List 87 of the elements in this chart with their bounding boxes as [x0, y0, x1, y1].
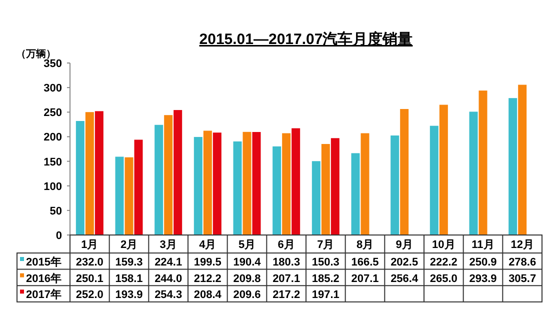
y-tick-label: 0: [56, 230, 62, 242]
data-label: 197.1: [312, 289, 340, 302]
bar: [154, 124, 164, 235]
bar: [312, 161, 320, 235]
data-label: 180.3: [272, 256, 300, 268]
legend-label: 2017年: [26, 288, 62, 302]
data-label: 293.9: [469, 272, 497, 285]
x-tick-label: 4月: [199, 239, 216, 251]
data-label: 159.3: [115, 256, 143, 268]
data-label: 244.0: [154, 272, 182, 285]
bar: [134, 140, 143, 235]
data-label: 212.2: [194, 272, 222, 285]
x-tick-label: 7月: [317, 239, 334, 251]
data-label: 256.4: [390, 272, 419, 285]
x-tick-label: 6月: [278, 239, 295, 251]
bar: [282, 133, 291, 235]
legend-label: 2016年: [26, 272, 62, 285]
y-tick-label: 200: [44, 132, 62, 144]
bar: [351, 153, 360, 235]
bar: [124, 157, 134, 235]
legend-label: 2015年: [26, 256, 62, 268]
bar: [233, 141, 242, 235]
y-tick-label: 150: [44, 156, 62, 168]
x-tick-label: 1月: [81, 239, 98, 251]
bar: [390, 135, 400, 235]
y-tick-label: 50: [50, 205, 62, 218]
bar: [478, 90, 488, 235]
bar: [321, 144, 330, 235]
bar: [174, 110, 182, 235]
data-label: 202.5: [390, 256, 418, 268]
bar: [360, 133, 370, 235]
data-label: 185.2: [312, 272, 340, 285]
bar: [164, 115, 173, 235]
data-label: 150.3: [312, 256, 340, 268]
data-label: 224.1: [154, 256, 182, 268]
y-axis-title: （万辆）: [16, 48, 56, 60]
bar: [203, 130, 212, 235]
bar: [518, 84, 527, 235]
bar: [430, 126, 438, 235]
data-label: 199.5: [194, 256, 222, 268]
data-label: 207.1: [351, 272, 379, 285]
bar: [330, 138, 340, 235]
data-label: 232.0: [76, 256, 104, 268]
y-tick-label: 250: [44, 107, 62, 120]
data-label: 222.2: [430, 256, 458, 268]
data-label: 166.5: [351, 256, 379, 268]
data-label: 193.9: [115, 289, 143, 302]
bar: [94, 111, 104, 235]
bar: [212, 132, 222, 235]
data-label: 254.3: [154, 289, 182, 302]
y-tick-label: 350: [44, 58, 62, 70]
x-tick-label: 5月: [238, 239, 256, 251]
data-label: 158.1: [115, 272, 143, 285]
data-label: 250.1: [76, 272, 104, 285]
bar: [242, 132, 252, 235]
x-tick-label: 12月: [510, 239, 534, 251]
bar: [115, 156, 124, 235]
x-tick-label: 9月: [396, 239, 413, 251]
x-tick-label: 2月: [120, 239, 138, 251]
data-label: 209.6: [233, 289, 261, 302]
data-label: 305.7: [508, 272, 536, 285]
bar: [76, 120, 84, 235]
bar: [272, 146, 282, 235]
x-tick-label: 10月: [432, 239, 456, 251]
data-label: 250.9: [469, 256, 497, 268]
bar: [400, 109, 409, 235]
x-tick-label: 3月: [160, 239, 177, 251]
bar: [252, 132, 261, 235]
data-label: 252.0: [76, 289, 104, 302]
bar: [469, 112, 478, 235]
data-label: 209.8: [233, 272, 261, 285]
bar: [85, 112, 94, 235]
bar: [292, 128, 300, 235]
data-label: 208.4: [194, 289, 222, 302]
y-tick-label: 300: [44, 82, 62, 95]
bar: [439, 104, 448, 235]
bar: [194, 136, 202, 235]
data-label: 190.4: [233, 256, 262, 268]
data-label: 207.1: [272, 272, 300, 285]
x-tick-label: 11月: [472, 239, 494, 251]
y-tick-label: 100: [44, 180, 62, 193]
chart-title: 2015.01—2017.07汽车月度销量: [199, 30, 413, 48]
data-label: 217.2: [272, 289, 300, 302]
data-label: 265.0: [430, 272, 458, 285]
x-tick-label: 8月: [356, 239, 374, 251]
data-label: 278.6: [508, 256, 536, 268]
bar: [508, 98, 518, 235]
